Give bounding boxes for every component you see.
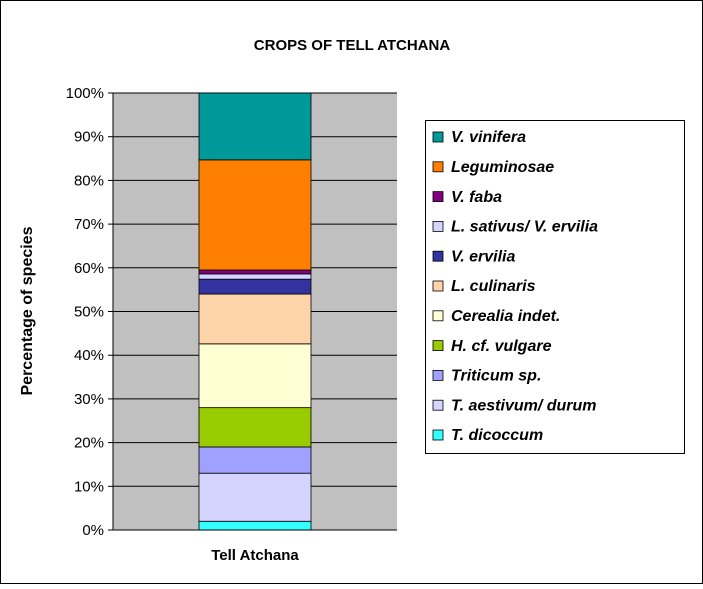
y-tick-label: 80% xyxy=(74,172,104,189)
bar-segment xyxy=(198,293,312,345)
legend-swatch xyxy=(432,429,444,441)
bar-segment xyxy=(198,273,312,280)
y-tick-label: 100% xyxy=(66,85,104,102)
legend-swatch xyxy=(432,220,444,232)
legend-swatch xyxy=(432,280,444,292)
legend-swatch xyxy=(432,369,444,381)
y-tick-label: 40% xyxy=(74,347,104,364)
legend-label: V. vinifera xyxy=(451,129,526,146)
legend-label: H. cf. vulgare xyxy=(451,338,552,355)
legend-label: T. dicoccum xyxy=(451,427,543,444)
y-tick-label: 10% xyxy=(74,478,104,495)
y-axis-label: Percentage of species xyxy=(19,226,36,395)
legend-box xyxy=(425,120,685,454)
legend-label: Leguminosae xyxy=(451,159,554,176)
legend-swatch xyxy=(432,340,444,352)
legend-swatch xyxy=(432,131,444,143)
legend-swatch xyxy=(432,399,444,411)
x-tick-label: Tell Atchana xyxy=(211,547,299,564)
legend-swatch xyxy=(432,191,444,203)
chart-title: CROPS OF TELL ATCHANA xyxy=(254,37,451,54)
y-tick-label: 70% xyxy=(74,216,104,233)
legend-label: V. ervilia xyxy=(451,248,515,265)
bar-segment xyxy=(198,343,312,409)
legend-swatch xyxy=(432,161,444,173)
bar-segment xyxy=(198,159,312,271)
y-tick-label: 0% xyxy=(82,522,104,539)
legend-label: L. sativus/ V. ervilia xyxy=(451,219,598,236)
y-tick-label: 60% xyxy=(74,260,104,277)
legend-swatch xyxy=(432,310,444,322)
bar-segment xyxy=(198,520,312,531)
legend-swatch xyxy=(432,250,444,262)
legend-label: Triticum sp. xyxy=(451,368,541,385)
legend-label: Cerealia indet. xyxy=(451,308,560,325)
legend-label: V. faba xyxy=(451,189,502,206)
bar-segment xyxy=(198,269,312,275)
bar-segment xyxy=(198,278,312,295)
legend-label: L. culinaris xyxy=(451,278,536,295)
bar-segment xyxy=(198,472,312,522)
y-tick-label: 30% xyxy=(74,391,104,408)
bar-segment xyxy=(198,446,312,474)
y-tick-label: 50% xyxy=(74,303,104,320)
bar-segment xyxy=(198,407,312,448)
legend-label: T. aestivum/ durum xyxy=(451,397,597,414)
y-tick-label: 90% xyxy=(74,129,104,146)
y-tick-label: 20% xyxy=(74,435,104,452)
bar-segment xyxy=(198,92,312,161)
